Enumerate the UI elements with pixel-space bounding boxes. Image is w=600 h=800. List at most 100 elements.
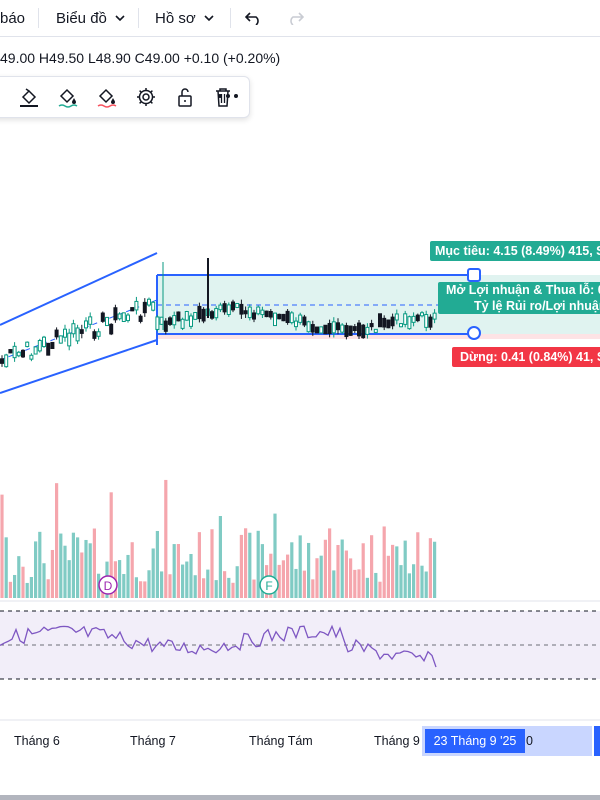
volume-bar [231, 582, 235, 598]
candle-body [323, 324, 328, 335]
candle-body [365, 326, 370, 335]
candle-body [142, 301, 147, 314]
candle-body [415, 314, 420, 322]
financials-marker-label: F [265, 579, 272, 593]
undo-button[interactable] [245, 0, 263, 36]
volume-bar [336, 545, 340, 598]
fill-color-icon[interactable] [95, 85, 119, 109]
candle-body [130, 307, 135, 312]
dividend-marker[interactable] [98, 575, 118, 595]
volume-bar [4, 537, 8, 598]
candle-body [100, 312, 105, 322]
stop-label[interactable]: Dừng: 0.41 (0.84%) 41, Sc [452, 347, 600, 367]
candle-body [306, 321, 311, 333]
candle-body [394, 313, 399, 321]
x-axis-label-trailing: 0 [526, 734, 533, 748]
volume-bar [294, 568, 298, 598]
alerts-menu[interactable]: báo [0, 0, 25, 36]
candle-body [407, 316, 412, 330]
candle-body [84, 320, 88, 329]
chart-menu[interactable]: Biểu đồ [56, 0, 125, 36]
volume-bar [76, 537, 80, 598]
candle-body [357, 322, 361, 337]
candle-body [189, 315, 193, 327]
volume-bar [151, 548, 155, 598]
volume-bar [260, 544, 264, 598]
candle-body [424, 314, 429, 328]
candle-body [109, 323, 114, 335]
candle-body [361, 324, 366, 339]
candle-body [294, 320, 298, 328]
volume-bar [193, 575, 197, 598]
volume-bar [34, 541, 38, 598]
candle-body [243, 310, 248, 315]
bottom-scrollbar[interactable] [0, 795, 600, 800]
volume-bar [370, 535, 374, 598]
volume-bar [46, 579, 50, 598]
range-handle[interactable] [594, 726, 600, 756]
paint-bucket-icon[interactable] [17, 85, 41, 109]
volume-bar [323, 539, 327, 598]
candle-body [151, 301, 156, 311]
profile-menu[interactable]: Hồ sơ [155, 0, 214, 36]
line-color-icon[interactable] [56, 85, 80, 109]
range-bottom-handle[interactable] [467, 326, 481, 340]
volume-bar [147, 570, 151, 598]
candle-body [226, 304, 231, 316]
volume-bar [206, 569, 210, 598]
candle-body [281, 313, 286, 322]
chevron-down-icon [204, 14, 214, 21]
more-icon[interactable] [216, 84, 240, 108]
stop-zone [157, 334, 600, 339]
volume-bar [84, 539, 88, 598]
volume-bar [42, 563, 46, 598]
candle-body [33, 346, 38, 355]
volume-bar [395, 546, 399, 598]
candle-body [180, 318, 185, 329]
candle-body [37, 339, 42, 352]
channel-lower-line[interactable] [0, 339, 158, 394]
candle-body [29, 354, 34, 360]
candle-body [390, 316, 395, 327]
candle-body [197, 305, 202, 320]
candle-body [138, 315, 143, 322]
volume-bar [252, 579, 256, 598]
trash-icon[interactable] [211, 85, 235, 109]
volume-bar [353, 569, 357, 598]
volume-bar [273, 513, 277, 598]
volume-bar [189, 554, 193, 598]
volume-bar [168, 574, 172, 598]
candle-body [340, 324, 345, 333]
volume-bar [319, 555, 323, 598]
volume-bar [55, 483, 59, 598]
volume-bar [328, 528, 332, 598]
volume-bar [374, 572, 378, 598]
settings-gear-icon[interactable] [134, 85, 158, 109]
candle-body [193, 312, 198, 320]
lock-icon[interactable] [173, 85, 197, 109]
volume-bar [130, 542, 134, 598]
profile-menu-label: Hồ sơ [155, 9, 196, 27]
volume-bar [202, 578, 206, 598]
candle-body [117, 313, 122, 320]
channel-upper-line[interactable] [0, 252, 158, 326]
open-pl-box[interactable]: Mở Lợi nhuận & Thua lỗ: 0. Tỷ lệ Rủi ro/… [438, 282, 600, 314]
volume-bar [172, 544, 176, 598]
volume-bar [311, 579, 315, 598]
candle-body [67, 332, 72, 347]
candle-body [63, 328, 67, 338]
risk-reward-label: Tỷ lệ Rủi ro/Lợi nhuận [474, 299, 600, 313]
candle-body [277, 313, 282, 320]
financials-marker[interactable] [259, 575, 279, 595]
target-label[interactable]: Mục tiêu: 4.15 (8.49%) 415, Sc [430, 241, 600, 261]
volume-bar [424, 571, 428, 598]
redo-button[interactable] [286, 0, 304, 36]
volume-bar [349, 558, 353, 598]
candle-body [12, 345, 17, 359]
volume-bar [223, 571, 227, 598]
volume-bar [332, 570, 336, 598]
volume-bar [8, 581, 12, 598]
volume-bar [302, 570, 306, 598]
range-top-handle[interactable] [467, 268, 481, 282]
